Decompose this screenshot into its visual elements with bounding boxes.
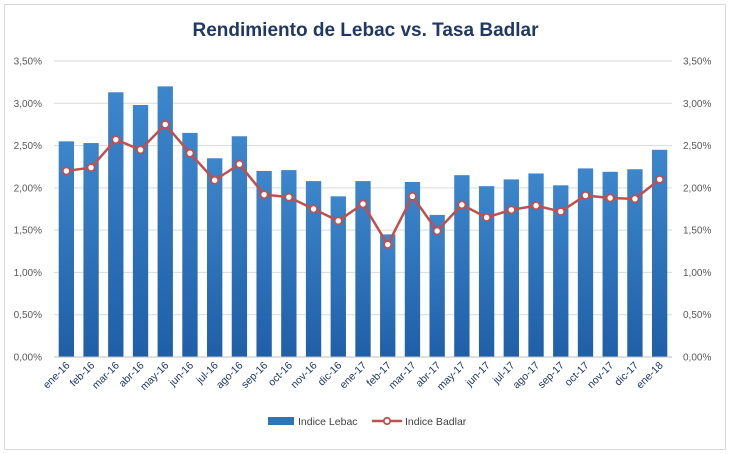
- marker-badlar: [284, 192, 294, 202]
- bar-lebac: [602, 171, 618, 357]
- bar-lebac: [478, 186, 495, 357]
- bar-lebac: [454, 175, 470, 357]
- marker-badlar: [630, 194, 640, 204]
- legend-label-lebac: Indice Lebac: [298, 416, 358, 428]
- bar-lebac: [58, 141, 75, 357]
- bar-lebac: [305, 181, 322, 357]
- legend-swatch-lebac: [268, 417, 294, 425]
- bar-lebac: [503, 179, 519, 357]
- marker-badlar: [259, 190, 269, 200]
- bar-lebac: [553, 185, 569, 357]
- marker-badlar: [432, 226, 442, 236]
- bar-lebac: [627, 169, 643, 357]
- x-tick-label: sep-16: [239, 360, 270, 391]
- y-tick-label-right: 3,50%: [683, 57, 711, 68]
- marker-badlar: [333, 216, 343, 226]
- x-tick-label: nov-16: [288, 360, 319, 391]
- y-tick-label-left: 3,00%: [14, 99, 42, 110]
- marker-badlar: [482, 212, 492, 222]
- marker-badlar: [136, 145, 146, 155]
- marker-badlar: [234, 159, 244, 169]
- bar-lebac: [577, 168, 594, 357]
- x-tick-label: ene-16: [41, 360, 73, 392]
- x-tick-label: may-17: [435, 360, 468, 393]
- x-tick-label: mar-16: [90, 360, 122, 392]
- marker-badlar: [358, 199, 368, 209]
- x-tick-label: may-16: [138, 360, 171, 393]
- y-tick-label-left: 2,00%: [14, 183, 42, 194]
- x-tick-label: ago-17: [511, 360, 543, 392]
- y-tick-label-right: 0,50%: [683, 310, 711, 321]
- legend-label-badlar: Indice Badlar: [405, 416, 467, 428]
- y-tick-label-right: 2,50%: [683, 141, 711, 152]
- y-tick-label-left: 0,00%: [14, 353, 42, 364]
- bar-lebac: [651, 149, 668, 357]
- bar-lebac: [207, 158, 223, 357]
- marker-badlar: [185, 148, 195, 158]
- marker-badlar: [86, 163, 96, 173]
- x-tick-label: ago-16: [214, 360, 246, 392]
- marker-badlar: [655, 174, 665, 184]
- bar-lebac: [83, 143, 99, 357]
- legend-swatch-badlar-marker: [382, 416, 392, 426]
- bar-lebac: [528, 173, 544, 357]
- x-tick-label: jun-16: [166, 360, 196, 390]
- marker-badlar: [61, 166, 71, 176]
- y-tick-label-right: 1,50%: [683, 226, 711, 237]
- y-tick-label-left: 1,00%: [14, 268, 42, 279]
- marker-badlar: [506, 205, 516, 215]
- y-tick-label-left: 0,50%: [14, 310, 42, 321]
- bar-lebac: [281, 170, 297, 357]
- marker-badlar: [580, 190, 590, 200]
- bar-lebac: [256, 170, 272, 357]
- bar-lebac: [108, 92, 124, 357]
- marker-badlar: [531, 201, 541, 211]
- x-tick-label: ene-17: [338, 360, 370, 392]
- bar-lebac: [429, 214, 445, 357]
- bar-lebac: [157, 86, 173, 357]
- bar-lebac: [182, 132, 198, 357]
- marker-badlar: [160, 119, 170, 129]
- y-tick-label-left: 1,50%: [14, 226, 42, 237]
- marker-badlar: [210, 175, 220, 185]
- marker-badlar: [556, 207, 566, 217]
- chart-title: Rendimiento de Lebac vs. Tasa Badlar: [192, 20, 539, 41]
- bar-lebac: [380, 234, 396, 357]
- y-tick-label-right: 1,00%: [683, 268, 711, 279]
- x-tick-label: jun-17: [463, 360, 493, 390]
- x-tick-label: sep-17: [536, 360, 567, 391]
- y-tick-label-left: 3,50%: [14, 57, 42, 68]
- bar-lebac: [404, 181, 421, 357]
- x-tick-label: nov-17: [585, 360, 616, 391]
- marker-badlar: [457, 200, 467, 210]
- bar-lebac: [231, 136, 248, 357]
- marker-badlar: [407, 191, 417, 201]
- y-tick-label-left: 2,50%: [14, 141, 42, 152]
- bar-lebac: [330, 196, 346, 357]
- y-tick-label-right: 3,00%: [683, 99, 711, 110]
- y-tick-label-right: 2,00%: [683, 183, 711, 194]
- marker-badlar: [605, 193, 615, 203]
- bar-lebac: [355, 181, 371, 357]
- y-tick-label-right: 0,00%: [683, 353, 711, 364]
- x-tick-label: mar-17: [387, 360, 419, 392]
- marker-badlar: [383, 240, 393, 250]
- x-tick-label: ene-18: [634, 360, 666, 392]
- marker-badlar: [111, 135, 121, 145]
- bar-lebac: [132, 104, 149, 357]
- marker-badlar: [309, 204, 319, 214]
